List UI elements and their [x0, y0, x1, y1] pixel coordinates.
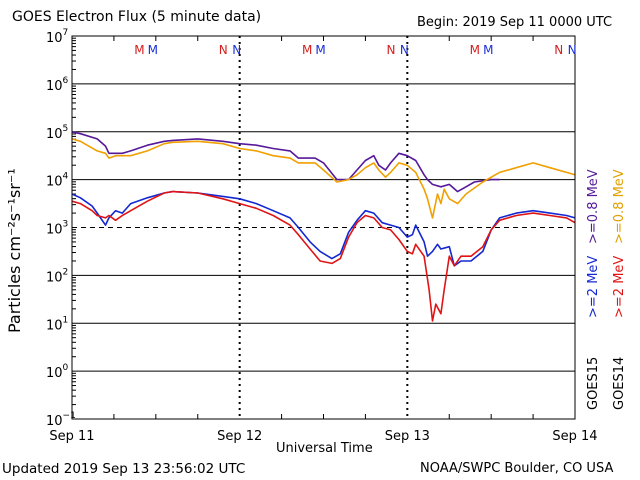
marker-label: N	[400, 43, 409, 57]
series-line-g15_08	[71, 131, 500, 193]
x-tick-labels: Sep 11 Sep 12 Sep 13 Sep 14	[49, 429, 597, 444]
marker-label: M	[302, 43, 312, 57]
series-line-g14_2	[71, 190, 576, 322]
x-axis-label: Universal Time	[276, 441, 373, 456]
updated-time: Updated 2019 Sep 13 23:56:02 UTC	[2, 461, 246, 477]
y-tick-label: 10−1	[46, 411, 76, 429]
marker-label: M	[483, 43, 493, 57]
plot-frame	[71, 35, 576, 420]
y-tick-label: 104	[46, 172, 69, 190]
y-tick-labels: 107 106 105 104 103 102 101 100 10−1	[46, 28, 76, 429]
marker-label: N	[386, 43, 395, 57]
begin-time: Begin: 2019 Sep 11 0000 UTC	[417, 15, 613, 30]
y-tick-label: 101	[46, 315, 68, 333]
x-tick-label: Sep 12	[217, 429, 262, 444]
chart-title: GOES Electron Flux (5 minute data)	[12, 9, 262, 25]
x-tick-label: Sep 13	[385, 429, 430, 444]
legend-goes15-08: >=0.8 MeV	[586, 169, 601, 244]
marker-label: M	[470, 43, 480, 57]
x-tick-label: Sep 11	[49, 429, 94, 444]
legend-goes15-2: >=2 MeV	[586, 255, 601, 318]
y-axis-label: Particles cm⁻²s⁻¹sr⁻¹	[5, 168, 24, 333]
marker-label: N	[219, 43, 228, 57]
legend-goes15-label: GOES15	[586, 356, 601, 410]
y-tick-label: 107	[46, 28, 68, 46]
credit: NOAA/SWPC Boulder, CO USA	[420, 461, 614, 476]
y-tick-label: 105	[46, 124, 68, 142]
marker-label: N	[554, 43, 563, 57]
marker-label: N	[568, 43, 577, 57]
series-line-g15_2	[71, 190, 576, 267]
legend-goes14-08: >=0.8 MeV	[612, 169, 627, 244]
x-tick-label: Sep 14	[552, 429, 597, 444]
y-tick-label: 106	[46, 76, 69, 94]
y-tick-label: 100	[46, 363, 69, 381]
day-boundary-ticks	[72, 36, 534, 419]
marker-label: M	[315, 43, 325, 57]
y-tick-label: 102	[46, 267, 68, 285]
legend-goes14-2: >=2 MeV	[612, 255, 627, 318]
grid-lines	[72, 83, 575, 372]
marker-label: N	[232, 43, 241, 57]
series-lines	[71, 131, 576, 322]
legend-goes14-label: GOES14	[612, 356, 627, 410]
series-line-g14_08	[71, 138, 576, 219]
marker-label: M	[148, 43, 158, 57]
y-tick-label: 103	[46, 220, 68, 238]
marker-label: M	[134, 43, 144, 57]
